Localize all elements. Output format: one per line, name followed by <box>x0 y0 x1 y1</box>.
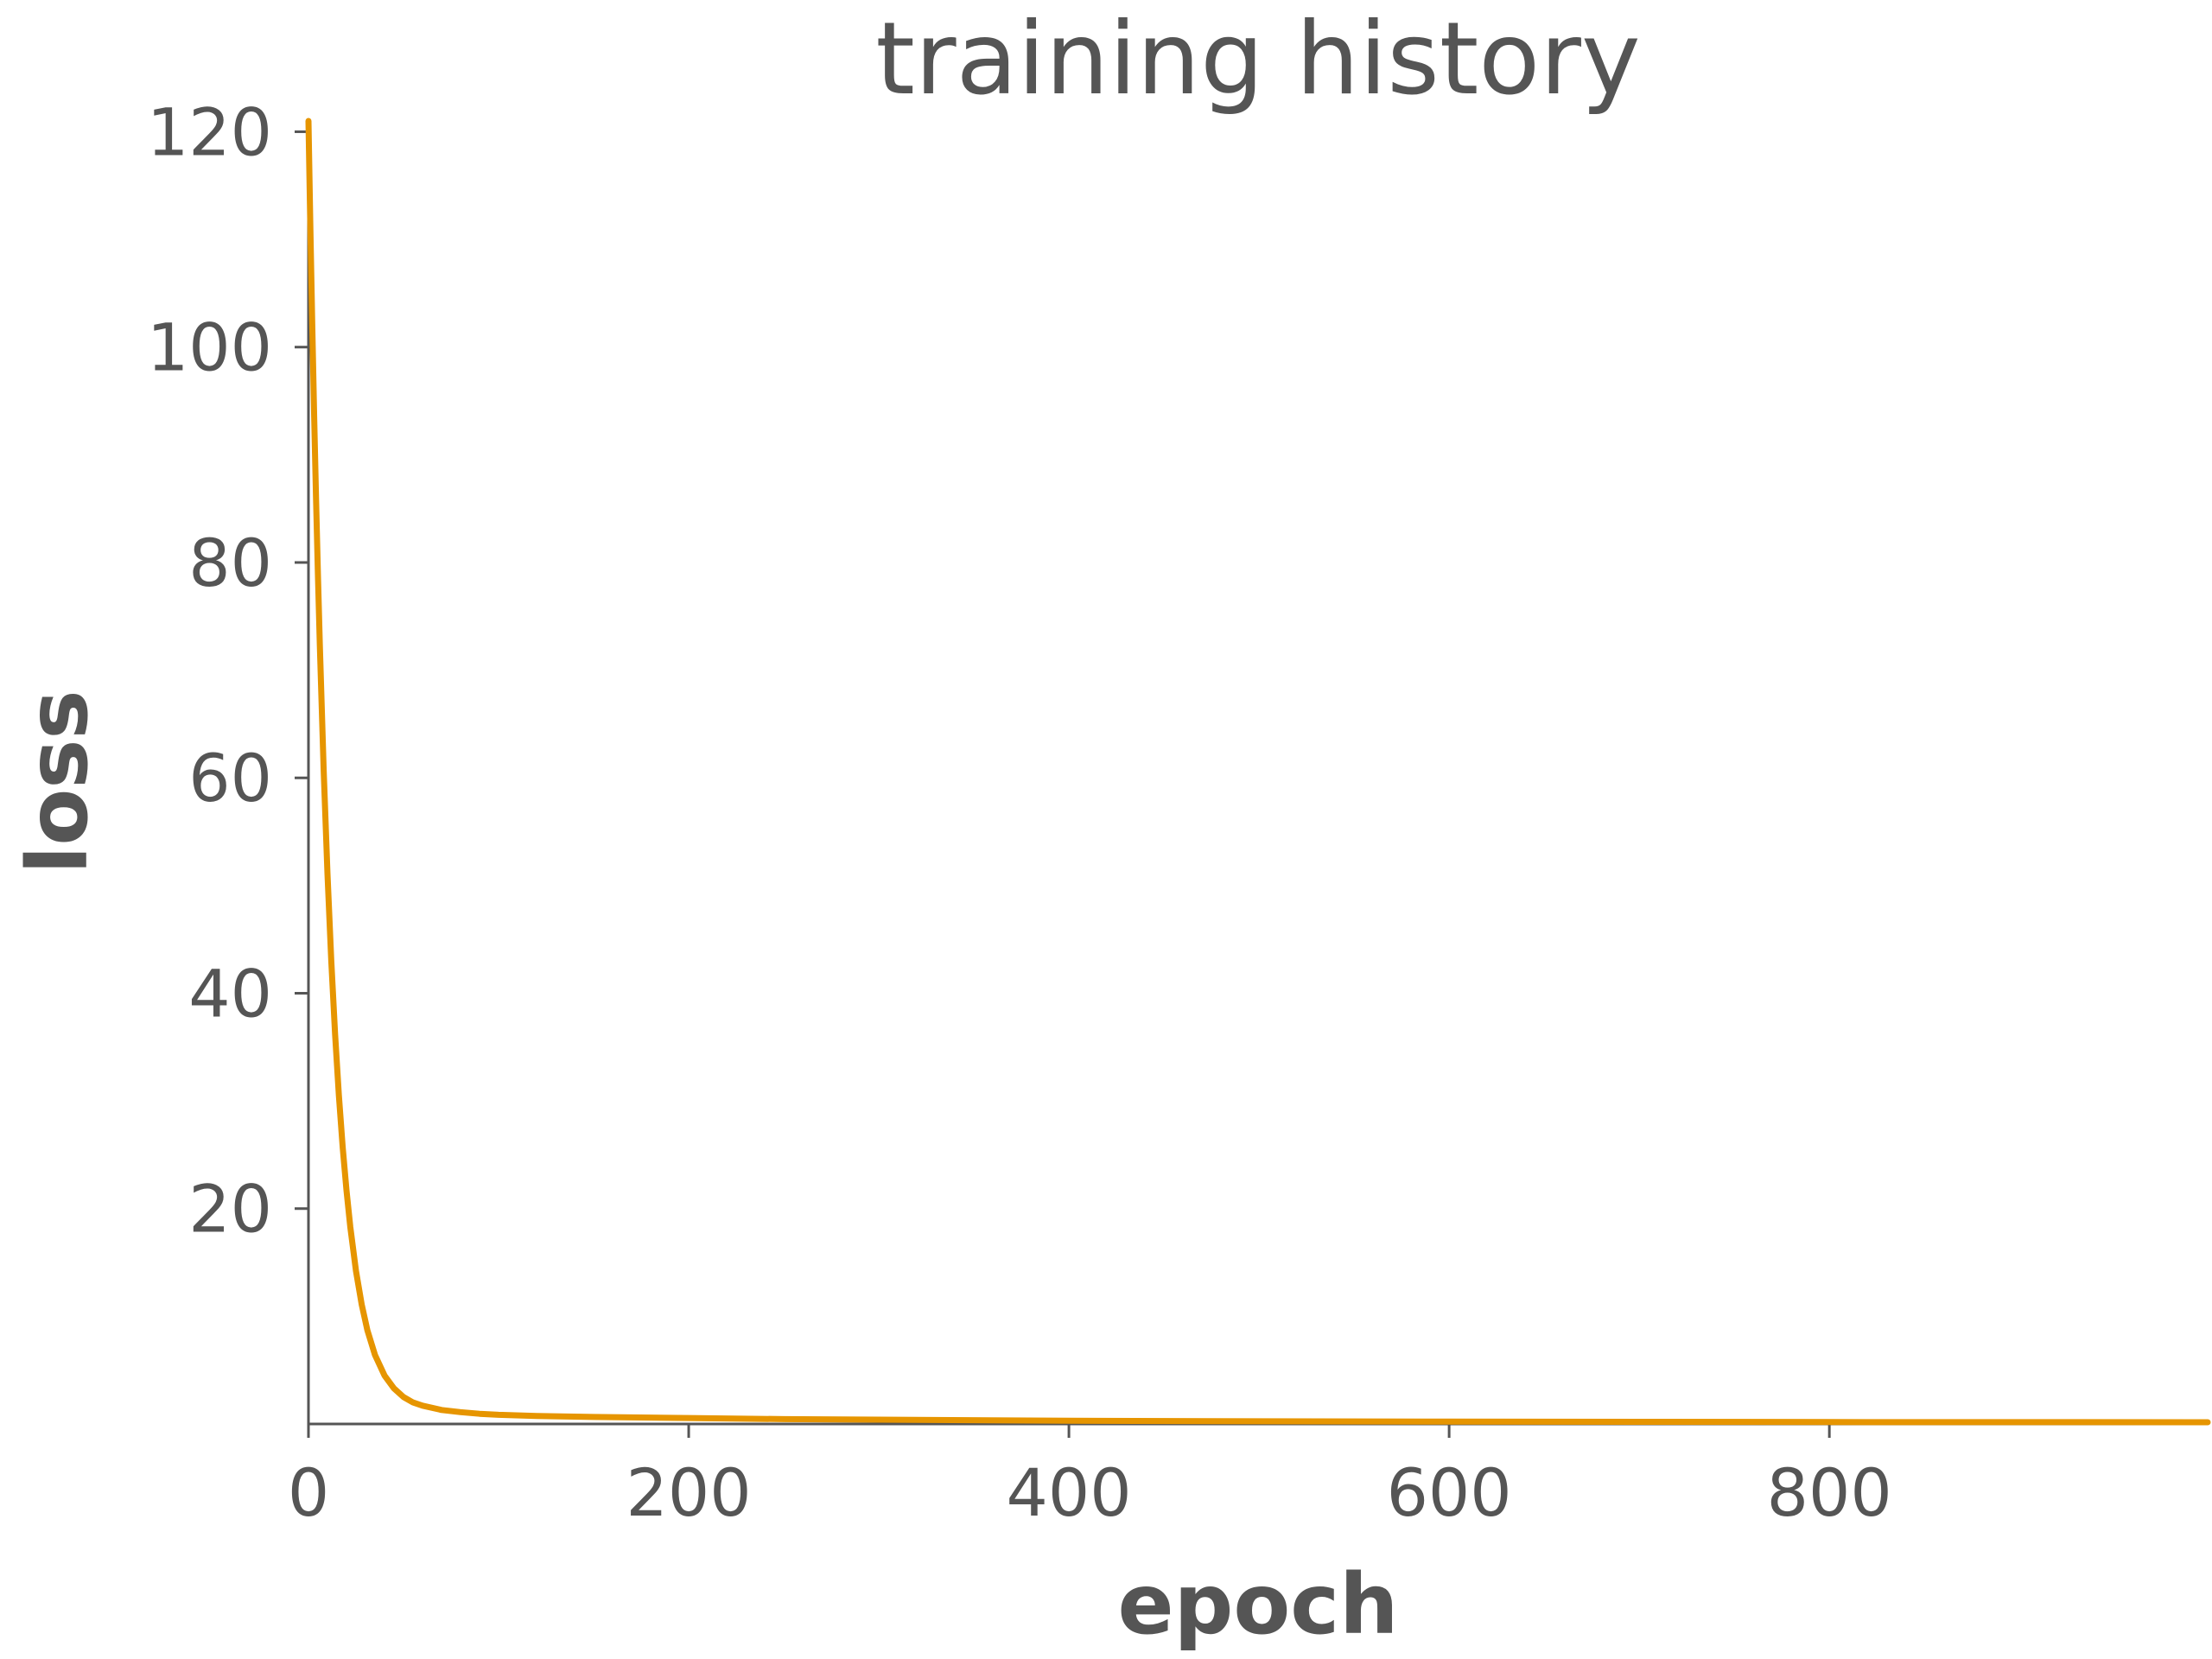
y-tick-label: 20 <box>188 1171 272 1248</box>
series-layer <box>305 118 2211 1426</box>
x-tick-label: 200 <box>626 1454 752 1531</box>
y-tick-label: 100 <box>147 309 272 386</box>
y-tick-label: 80 <box>188 524 272 601</box>
y-tick-label: 60 <box>188 740 272 817</box>
loss-series-line <box>305 118 2211 1426</box>
y-axis-ticks: 20 40 60 80 100 120 <box>147 93 308 1248</box>
x-tick-label: 800 <box>1767 1454 1892 1531</box>
x-tick-label: 400 <box>1007 1454 1132 1531</box>
x-axis-ticks: 0 200 400 600 800 <box>288 1424 1892 1531</box>
x-tick-label: 600 <box>1387 1454 1512 1531</box>
x-axis-label: epoch <box>1117 1556 1398 1653</box>
y-tick-label: 40 <box>188 955 272 1032</box>
chart-title: training history <box>875 1 1640 118</box>
y-tick-label: 120 <box>147 93 272 170</box>
x-tick-label: 0 <box>288 1454 329 1531</box>
y-axis-label: loss <box>10 690 106 874</box>
